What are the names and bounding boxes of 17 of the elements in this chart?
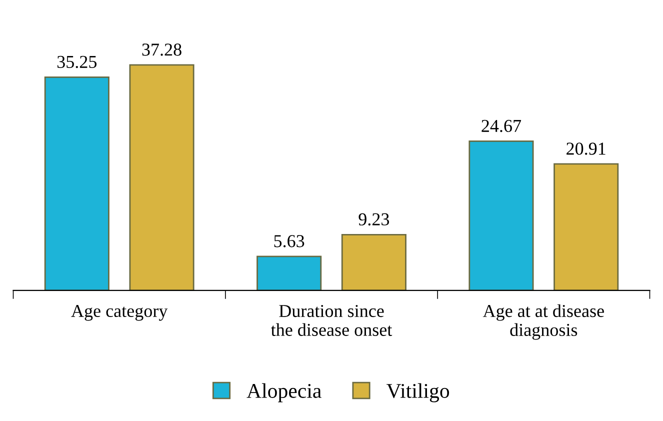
bar: [256, 256, 322, 290]
data-label: 5.63: [274, 235, 304, 248]
data-label: 9.23: [358, 213, 390, 226]
data-label: 37.28: [142, 44, 182, 56]
legend-label: Vitiligo: [386, 383, 450, 402]
legend-label: Alopecia: [246, 383, 322, 402]
bar: [129, 64, 194, 290]
bar: [468, 140, 534, 290]
x-tick-label: Age at at disease diagnosis: [482, 304, 604, 340]
data-label: 24.67: [482, 120, 522, 132]
bar: [44, 76, 110, 290]
bar: [554, 163, 619, 290]
bar: [341, 234, 406, 290]
data-label: 35.25: [57, 56, 97, 68]
data-label: 20.91: [566, 142, 606, 155]
x-tick-label: Duration since the disease onset: [271, 304, 392, 336]
x-tick-label: Age category: [71, 304, 168, 321]
